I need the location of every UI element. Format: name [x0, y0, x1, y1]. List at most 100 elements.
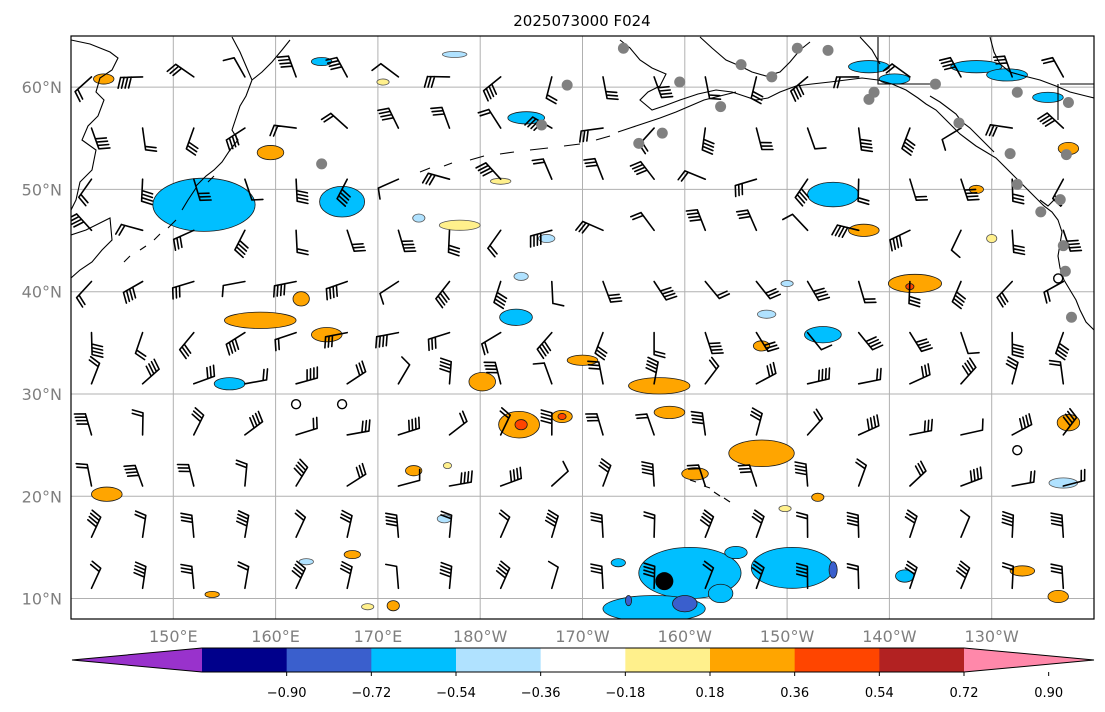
wind-barb — [90, 127, 111, 150]
negative-anomaly-area — [441, 50, 468, 58]
wind-barb — [699, 509, 715, 538]
station-dot — [536, 119, 548, 131]
wind-barb — [295, 366, 319, 385]
wind-barb — [551, 460, 569, 487]
station-dot — [656, 127, 668, 139]
negative-anomaly-area — [513, 271, 529, 281]
wind-barb — [123, 464, 144, 487]
wind-barb — [677, 170, 707, 182]
wind-barb — [547, 560, 559, 590]
wind-barb — [602, 280, 623, 303]
wind-barb — [831, 224, 860, 238]
latitude-tick-label: 50°N — [22, 180, 62, 199]
wind-barb — [585, 413, 604, 436]
wind-barb — [75, 462, 93, 487]
wind-barb — [1011, 413, 1033, 436]
wind-barb — [222, 57, 246, 78]
wind-barb — [339, 561, 353, 590]
wind-barb — [178, 331, 195, 360]
wind-barb — [134, 510, 147, 538]
map-frame — [70, 35, 1095, 620]
wind-barb — [806, 331, 833, 351]
wind-barb — [653, 331, 666, 359]
wind-barb — [221, 280, 246, 298]
wind-barb — [857, 367, 882, 385]
wind-barb — [635, 413, 655, 436]
wind-barb — [653, 280, 678, 301]
longitude-tick-label: 170°E — [354, 627, 403, 646]
wind-barb — [397, 229, 417, 253]
latitude-tick-label: 30°N — [22, 385, 62, 404]
wind-barb — [545, 76, 558, 105]
negative-anomaly-area — [152, 177, 256, 232]
wind-barb — [185, 127, 199, 156]
station-dot — [561, 79, 573, 91]
wind-barb — [701, 127, 715, 155]
wind-barb — [960, 418, 984, 436]
wind-barb — [371, 62, 400, 78]
wind-barb — [755, 331, 780, 353]
wind-barb — [598, 458, 612, 487]
negative-anomaly-area — [610, 558, 626, 568]
wind-barb — [244, 410, 264, 436]
positive-anomaly-area — [292, 291, 310, 307]
coastline-alaska-north — [699, 36, 1094, 99]
negative-anomaly-area — [724, 545, 748, 560]
wind-barb — [938, 56, 962, 78]
positive-anomaly-area — [566, 354, 599, 366]
wind-barb — [423, 75, 451, 88]
station-dot — [674, 76, 686, 88]
wind-barb — [237, 561, 250, 590]
wind-barb — [909, 331, 933, 353]
wind-barb — [908, 280, 921, 308]
wind-barb — [1001, 562, 1015, 590]
wind-barb — [87, 509, 102, 538]
hawaiian-islands — [689, 479, 731, 503]
wind-barb — [587, 360, 604, 385]
wind-barb — [375, 331, 400, 349]
negative-anomaly-area — [780, 280, 794, 287]
positive-anomaly-area — [557, 413, 567, 420]
wind-barb — [755, 361, 777, 385]
wind-barb — [594, 331, 608, 361]
colorbar-tick-label: 0.18 — [696, 686, 725, 701]
wind-barb — [244, 178, 264, 201]
wind-barb — [115, 223, 144, 236]
wind-barb — [686, 464, 707, 487]
wind-barb — [385, 563, 400, 590]
longitude-tick-label: 180°W — [453, 627, 508, 646]
colorbar-tick-label: −0.54 — [436, 686, 476, 701]
wind-barb — [579, 127, 604, 143]
wind-barb — [857, 331, 884, 351]
anomaly-contours — [91, 50, 1081, 619]
wind-barb — [583, 157, 604, 180]
wind-barb — [857, 178, 870, 206]
wind-barb — [493, 280, 508, 310]
wind-barb — [430, 106, 451, 129]
wind-barb — [909, 418, 933, 436]
wind-barb — [643, 562, 656, 590]
wind-barb — [117, 76, 144, 89]
station-dot — [766, 71, 778, 83]
open-circle-marker — [1012, 445, 1023, 456]
negative-anomaly-area — [412, 213, 426, 223]
positive-anomaly-area — [848, 223, 880, 237]
wind-barb — [1037, 112, 1065, 129]
wind-barb — [346, 360, 367, 385]
wind-barb — [955, 560, 971, 590]
positive-anomaly-area — [1047, 589, 1069, 604]
wind-barb — [180, 512, 195, 538]
wind-barb — [1011, 178, 1025, 205]
wind-barb — [75, 280, 93, 308]
wind-barb — [806, 280, 831, 302]
wind-barb — [141, 358, 160, 385]
wind-barb — [435, 280, 451, 309]
station-dot — [1060, 149, 1072, 161]
wind-barb — [653, 76, 674, 99]
wind-barb — [704, 280, 731, 300]
wind-barb — [477, 108, 502, 129]
wind-barb — [397, 468, 421, 487]
wind-barb — [575, 220, 604, 234]
wind-barbs — [71, 55, 1086, 590]
